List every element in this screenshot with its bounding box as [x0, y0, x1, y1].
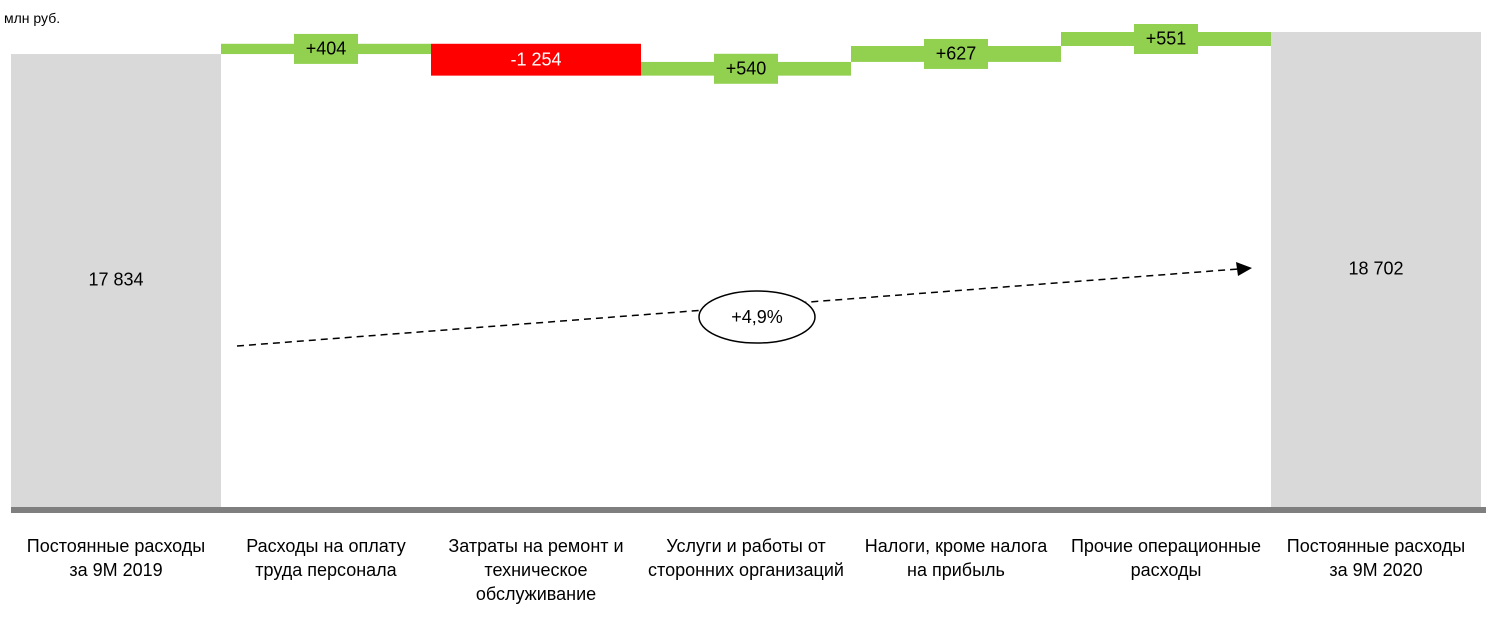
value-label: +627	[936, 44, 977, 64]
value-label: +404	[306, 39, 347, 59]
label-box	[924, 38, 988, 69]
value-label: +551	[1146, 29, 1187, 49]
label-box	[714, 53, 778, 84]
category-label: Постоянные расходы за 9M 2020	[1286, 536, 1466, 580]
total-bar	[1271, 32, 1481, 507]
value-label: +540	[726, 59, 767, 79]
label-box	[504, 44, 568, 75]
unit-label: млн руб.	[4, 10, 61, 26]
value-label: 17 834	[88, 269, 143, 289]
category-label: Постоянные расходы за 9M 2019	[26, 536, 206, 580]
category-label: Налоги, кроме налога на прибыль	[864, 536, 1048, 580]
value-label: 18 702	[1348, 258, 1403, 278]
category-label: Расходы на оплату труда персонала	[246, 536, 406, 580]
total-bar	[11, 54, 221, 507]
category-label: Прочие операционные расходы	[1070, 536, 1261, 580]
arrow-head	[1236, 262, 1252, 276]
category-label: Услуги и работы от сторонних организаций	[648, 536, 844, 580]
annotation: +4,9%	[731, 307, 783, 327]
value-label: -1 254	[510, 49, 561, 69]
label-box	[1134, 23, 1198, 54]
label-box	[294, 33, 358, 64]
category-label: Затраты на ремонт и техническое обслужив…	[448, 536, 624, 604]
annotation-ellipse	[698, 290, 816, 344]
